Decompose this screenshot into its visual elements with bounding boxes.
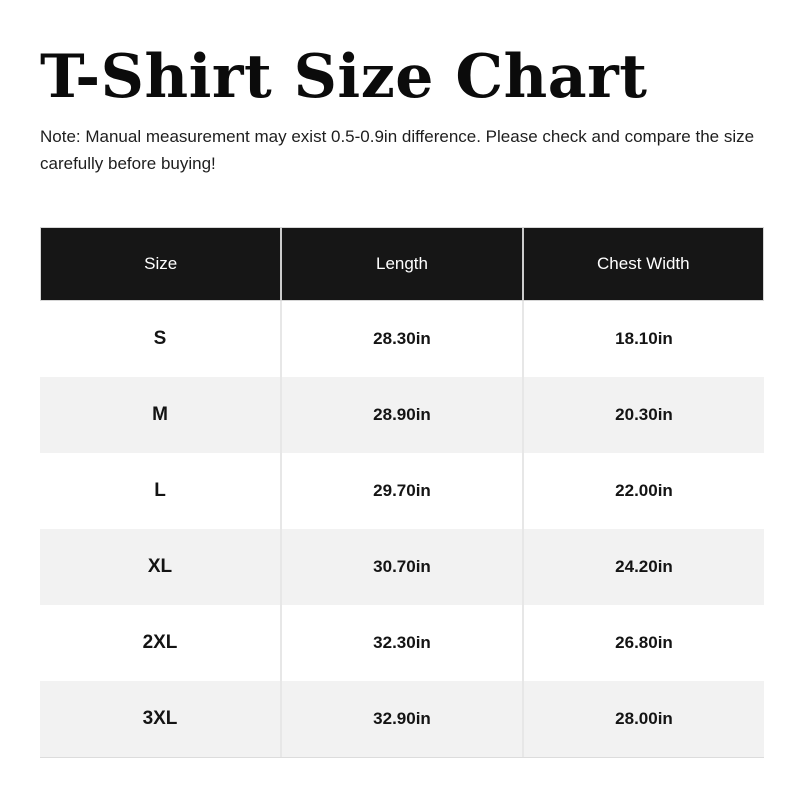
table-row-xl: XL 30.70in 24.20in bbox=[40, 528, 764, 605]
table-row-2xl: 2XL 32.30in 26.80in bbox=[40, 604, 764, 681]
cell-size: M bbox=[40, 376, 282, 453]
cell-chest-width: 18.10in bbox=[615, 328, 673, 348]
page-title: T-Shirt Size Chart bbox=[40, 42, 648, 112]
cell-length: 28.90in bbox=[282, 376, 524, 453]
table-row-3xl: 3XL 32.90in 28.00in bbox=[40, 680, 764, 757]
column-header-size: Size bbox=[41, 227, 283, 300]
cell-size: XL bbox=[40, 528, 282, 605]
column-header-length: Length bbox=[282, 227, 524, 300]
column-header-chest-width: Chest Width bbox=[597, 253, 690, 273]
cell-length: 28.30in bbox=[282, 300, 524, 377]
cell-size: L bbox=[40, 452, 282, 529]
table-row-m: M 28.90in 20.30in bbox=[40, 376, 764, 453]
cell-length: 30.70in bbox=[282, 528, 524, 605]
cell-size: 3XL bbox=[40, 680, 282, 757]
cell-chest-width: 26.80in bbox=[615, 632, 673, 652]
size-table: Size Length Chest Width S 28.30in 18.10i… bbox=[40, 226, 764, 758]
cell-length: 29.70in bbox=[282, 452, 524, 529]
cell-size: S bbox=[40, 300, 282, 377]
cell-chest-width: 28.00in bbox=[615, 708, 673, 728]
cell-chest-width: 20.30in bbox=[615, 404, 673, 424]
cell-chest-width: 24.20in bbox=[615, 556, 673, 576]
table-row-l: L 29.70in 22.00in bbox=[40, 452, 764, 529]
cell-chest-width: 22.00in bbox=[615, 480, 673, 500]
cell-length: 32.30in bbox=[282, 604, 524, 681]
cell-size: 2XL bbox=[40, 604, 282, 681]
table-header-row: Size Length Chest Width bbox=[40, 226, 764, 301]
table-row-s: S 28.30in 18.10in bbox=[40, 300, 764, 377]
cell-length: 32.90in bbox=[282, 680, 524, 757]
note-text: Note: Manual measurement may exist 0.5-0… bbox=[40, 126, 755, 173]
